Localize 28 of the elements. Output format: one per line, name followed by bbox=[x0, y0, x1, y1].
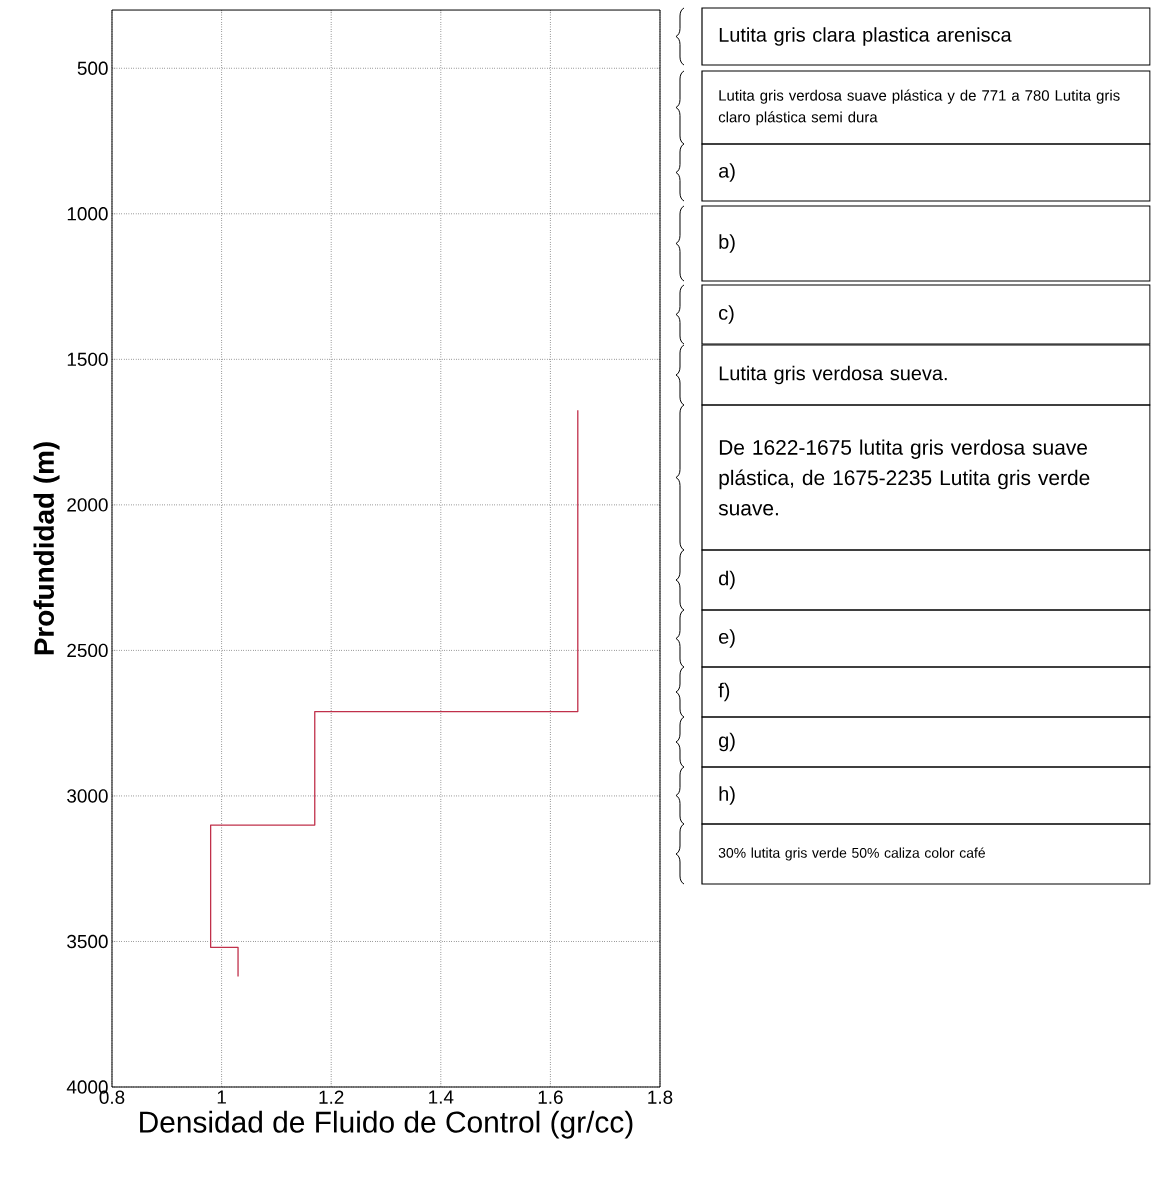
y-tick-label: 2000 bbox=[67, 498, 108, 512]
y-tick-label: 500 bbox=[77, 61, 108, 75]
text: h) bbox=[719, 786, 735, 805]
text: Lutita gris clara plastica arenisca bbox=[720, 27, 1012, 46]
text: b) bbox=[719, 234, 735, 253]
y-tick-label: 3000 bbox=[67, 789, 108, 803]
x-tick-label: 1.4 bbox=[429, 1090, 454, 1104]
text: Lutita gris verdosa sueva. bbox=[720, 365, 947, 385]
x-tick-label: 1.6 bbox=[538, 1090, 563, 1104]
text: 30% lutita gris verde 50% caliza color café bbox=[718, 847, 986, 861]
line-series bbox=[210, 409, 579, 978]
text: De 1622-1675 lutita gris verdosa suave plástica, de 1675-2235 Lutita gris verde suave. bbox=[718, 439, 1090, 516]
x-axis-title: Densidad de Fluido de Control (gr/cc) bbox=[140, 1110, 633, 1139]
text: c) bbox=[719, 305, 734, 324]
y-tick-label: 1000 bbox=[68, 207, 108, 221]
x-tick-label: 1.8 bbox=[648, 1090, 673, 1104]
text: d) bbox=[719, 570, 735, 590]
y-tick-label: 1500 bbox=[68, 352, 108, 367]
text: Lutita gris verdosa suave plástica y de 771 a 780 Lutita gris claro plástica semi dura bbox=[719, 89, 1120, 126]
y-tick-label: 2500 bbox=[67, 643, 108, 658]
text: g) bbox=[719, 732, 735, 752]
x-tick-label: 1.2 bbox=[319, 1090, 344, 1104]
y-tick-label: 3500 bbox=[67, 934, 108, 949]
text: f) bbox=[718, 682, 730, 702]
x-tick-label: 1 bbox=[217, 1090, 227, 1104]
y-axis-title: Profundidad (m) bbox=[33, 442, 60, 655]
text: a) bbox=[719, 163, 735, 182]
text: e) bbox=[719, 629, 735, 648]
